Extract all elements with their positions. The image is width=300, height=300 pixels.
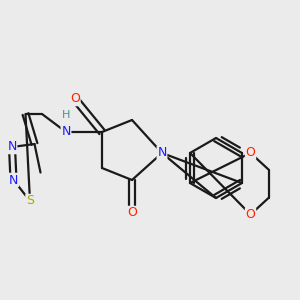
- Text: N: N: [9, 173, 18, 187]
- Text: O: O: [127, 206, 137, 220]
- Text: N: N: [7, 140, 17, 154]
- Text: O: O: [246, 146, 255, 160]
- Text: H: H: [62, 110, 70, 121]
- Text: S: S: [26, 194, 34, 208]
- Text: O: O: [70, 92, 80, 106]
- Text: N: N: [157, 146, 167, 160]
- Text: O: O: [246, 208, 255, 221]
- Text: N: N: [61, 125, 71, 139]
